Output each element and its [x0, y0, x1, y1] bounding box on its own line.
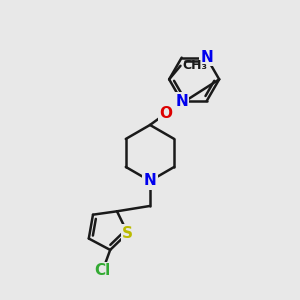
Text: O: O — [160, 106, 173, 121]
Text: CH₃: CH₃ — [183, 59, 208, 72]
Text: S: S — [122, 226, 133, 241]
Text: N: N — [175, 94, 188, 109]
Text: N: N — [144, 173, 156, 188]
Text: N: N — [200, 50, 213, 65]
Text: Cl: Cl — [94, 263, 111, 278]
